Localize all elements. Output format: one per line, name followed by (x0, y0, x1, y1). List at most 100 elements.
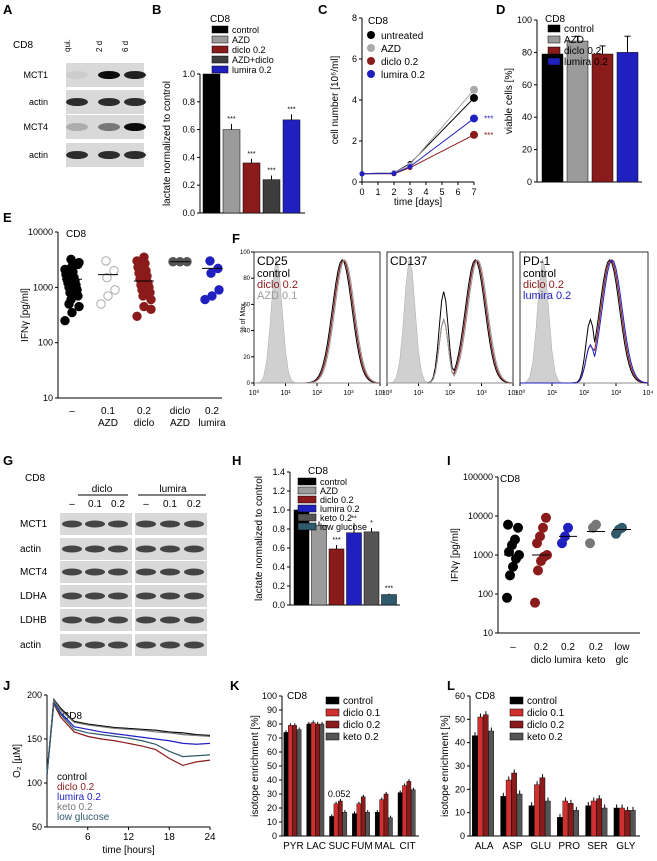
panel-e-ylabel: IFNγ [pg/ml] (20, 288, 31, 342)
panel-c-title: CD8 (368, 16, 388, 27)
panel-b-ytick-label: 0.0 (182, 208, 195, 218)
panel-k-xtick-label: PYR (283, 841, 304, 852)
panel-c-legend-entry: untreated (381, 31, 423, 42)
panel-e-xtick-label: 0.1 (101, 406, 115, 417)
panel-a-band (124, 123, 146, 131)
panel-l-legend-swatch (509, 732, 524, 741)
panel-k-bar (338, 800, 343, 837)
panel-a-band (66, 123, 88, 131)
panel-a-title: CD8 (13, 40, 33, 51)
panel-k-bar (360, 796, 366, 837)
panel-b-legend-entry: diclo 0.2 (232, 45, 266, 55)
panel-k-legend-swatch (325, 732, 340, 741)
panel-g-band (108, 616, 128, 624)
panel-f-xtick-label: 10⁰ (382, 389, 393, 397)
panel-a-band (98, 123, 120, 131)
panel-h-ytick-label: 1.2 (272, 486, 285, 496)
panel-b-legend-swatch (211, 65, 229, 74)
panel-l-bar (557, 817, 563, 837)
panel-l-xtick-label: PRO (558, 841, 580, 852)
panel-k-bar (374, 812, 380, 837)
panel-h-legend-entry: lumira 0.2 (320, 504, 360, 514)
panel-k-bar (402, 785, 407, 837)
panel-l-ytick-label: 50 (455, 714, 465, 724)
panel-g-group-label: lumira (159, 484, 187, 495)
panel-g-lane-label: – (69, 499, 75, 510)
panel-h-bar (346, 532, 362, 606)
panel-g-band (85, 641, 105, 649)
panel-e-xtick-label2: AZD (98, 418, 118, 429)
panel-k-ytick-label: 90 (267, 705, 277, 715)
panel-f-isotype-peak (519, 258, 648, 384)
panel-i-ytick-label: 10000 (468, 511, 493, 521)
panel-j-legend-entry: diclo 0.2 (57, 782, 95, 793)
panel-k-annotation: 0.052 (328, 789, 351, 799)
panel-k-bar (333, 803, 339, 837)
panel-g-band (184, 616, 204, 624)
panel-e-point (96, 299, 106, 309)
panel-k-bar (410, 789, 416, 837)
panel-g-band (160, 545, 180, 553)
panel-c-label: C (318, 2, 328, 17)
panel-g-lane-label: – (143, 499, 149, 510)
panel-g-band (108, 641, 128, 649)
panel-h-legend-swatch (297, 495, 317, 504)
panel-e-point (109, 265, 119, 276)
panel-l-bar (482, 714, 489, 837)
panel-i-ytick-label: 100000 (463, 472, 493, 482)
panel-e-point (132, 311, 142, 321)
panel-i-point (505, 570, 515, 581)
panel-e-xtick-label2: lumira (198, 418, 226, 429)
panel-l-bar (539, 777, 546, 837)
panel-g-band (85, 616, 105, 624)
panel-c-point (470, 130, 478, 139)
panel-f-marker-title: CD25 (257, 254, 288, 268)
panel-g-band (62, 520, 82, 528)
panel-g-band (62, 568, 82, 576)
panel-e-point (65, 271, 75, 281)
panel-e-ytick-label: 10 (43, 393, 53, 403)
panel-i-point (541, 512, 551, 523)
panel-k-bar (283, 732, 289, 837)
panel-a-band (66, 151, 88, 159)
panel-i-xtick-label2: diclo (531, 655, 552, 666)
panel-l-bar (619, 807, 625, 837)
panel-g-band (85, 592, 105, 600)
panel-g-band (136, 592, 156, 600)
panel-l-bar (534, 784, 540, 837)
panel-a-row-label: MCT4 (24, 122, 49, 132)
panel-l-legend-swatch (509, 720, 524, 729)
panel-g-band (184, 592, 204, 600)
panel-k-xtick-label: SUC (329, 841, 350, 852)
panel-k-bar (352, 813, 357, 837)
panel-e-point (102, 272, 112, 283)
panel-g-band (160, 641, 180, 649)
panel-f-histogram-curve (254, 259, 381, 384)
panel-c-ylabel: cell number [10⁶/ml] (330, 55, 341, 144)
panel-f-ytick-label: 40 (243, 329, 250, 335)
panel-h-title: CD8 (308, 466, 328, 477)
panel-h-ytick-label: 0.0 (272, 600, 285, 610)
panel-i-ytick-label: 100 (478, 589, 493, 599)
panel-k-legend-entry: control (343, 696, 373, 707)
panel-j-legend-entry: keto 0.2 (57, 802, 93, 813)
panel-c-legend-entry: lumira 0.2 (381, 70, 425, 81)
panel-g-row-label: MCT4 (20, 567, 48, 578)
panel-k-ytick-label: 80 (267, 719, 277, 729)
panel-g-band (62, 641, 82, 649)
panel-k-bar (306, 723, 312, 837)
panel-k-bar (315, 723, 320, 837)
panel-b-bar (242, 162, 261, 214)
panel-b-ytick-label: 0.6 (182, 125, 195, 135)
panel-g-band (108, 545, 128, 553)
panel-l-legend-swatch (509, 708, 524, 717)
panel-f-yaxis-label: % of Max (240, 303, 247, 333)
panel-h-legend-entry: diclo 0.2 (320, 495, 354, 505)
panel-d-title: CD8 (545, 14, 565, 25)
panel-j-xtick-label: 12 (123, 832, 135, 843)
panel-g-band (160, 616, 180, 624)
panel-g-row-label: actin (20, 544, 41, 555)
panel-b-legend-swatch (211, 45, 229, 54)
panel-g-band (184, 545, 204, 553)
panel-l-bar (613, 807, 620, 837)
